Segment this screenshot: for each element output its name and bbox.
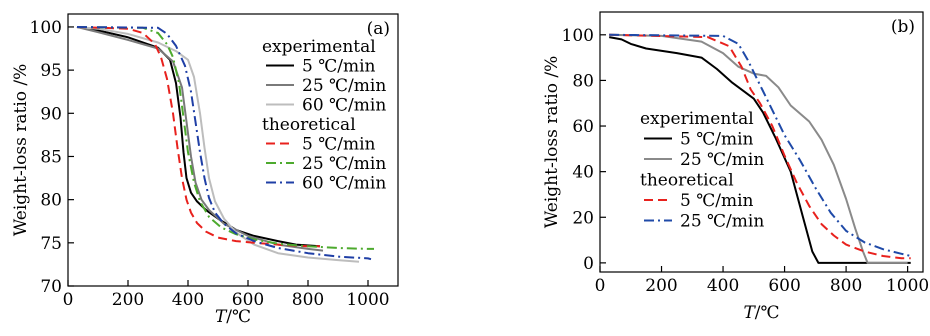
series-line-2 (609, 33, 911, 260)
panel-a: 0 200 400 600 800 1000 70 75 80 85 90 95 100 T/℃ Weigh… (11, 13, 399, 327)
y-tick-label: 100 (562, 26, 594, 46)
x-tick-label: 200 (112, 290, 144, 310)
y-axis-label: Weight-loss ratio /% (11, 64, 31, 237)
series-line-2 (76, 26, 360, 263)
y-tick-label: 90 (40, 104, 62, 124)
x-axis-label-unit: /℃ (226, 307, 251, 327)
legend-item-label: 5 ℃/min (302, 135, 376, 155)
x-tick-label: 0 (63, 290, 74, 310)
x-axis-label: T/℃ (743, 303, 779, 323)
x-tick-label: 400 (707, 276, 739, 296)
y-tick-label: 40 (572, 163, 594, 183)
legend-item-label: 25 ℃/min (302, 76, 386, 96)
y-tick-label: 80 (572, 71, 594, 91)
x-axis-label: T/℃ (215, 307, 251, 327)
y-tick-label: 100 (30, 18, 62, 38)
x-tick-label: 1000 (346, 290, 389, 310)
y-tick-label: 75 (40, 234, 62, 254)
plot-frame (599, 11, 924, 273)
y-tick-label: 95 (40, 61, 62, 81)
series-line-0 (76, 26, 321, 248)
legend-item-label: 5 ℃/min (302, 57, 376, 77)
series-line-1 (609, 33, 908, 264)
series-line-3 (76, 26, 320, 248)
legend-item-label: 5 ℃/min (680, 130, 754, 150)
series-line-3 (609, 33, 911, 257)
x-tick-label: 600 (768, 276, 800, 296)
x-tick-label: 200 (645, 276, 677, 296)
legend-group-title: theoretical (262, 115, 356, 135)
legend-item-label: 5 ℃/min (680, 191, 754, 211)
panel-b: 0 200 400 600 800 1000 0 20 40 60 80 100 T/℃ Weight-l… (542, 11, 929, 323)
y-tick-label: 0 (583, 254, 594, 274)
plot-frame (67, 13, 399, 287)
x-axis-label-symbol: T (215, 307, 228, 327)
y-tick-label: 20 (572, 208, 594, 228)
y-tick-label: 85 (40, 147, 62, 167)
series-line-1 (76, 26, 324, 252)
y-tick-label: 80 (40, 191, 62, 211)
series-group (609, 33, 911, 264)
legend-item-label: 60 ℃/min (302, 96, 386, 116)
x-tick-label: 800 (830, 276, 862, 296)
series-line-5 (76, 26, 372, 261)
panel-label: (a) (367, 19, 390, 39)
legend-item-label: 25 ℃/min (302, 154, 386, 174)
x-tick-label: 0 (595, 276, 606, 296)
series-line-4 (76, 26, 374, 250)
y-axis-label: Weight-loss ratio /% (542, 56, 562, 229)
x-axis-label-symbol: T (743, 303, 756, 323)
x-tick-label: 600 (232, 290, 264, 310)
series-group (76, 26, 374, 263)
y-tick-label: 70 (40, 277, 62, 297)
x-axis-label-unit: /℃ (755, 303, 780, 323)
legend-item-label: 60 ℃/min (302, 174, 386, 194)
x-tick-label: 800 (292, 290, 324, 310)
panel-label: (b) (891, 17, 915, 37)
legend-item-label: 25 ℃/min (680, 150, 764, 170)
series-line-0 (609, 36, 911, 264)
legend-group-title: theoretical (640, 171, 734, 191)
legend-group-title: experimental (640, 109, 754, 129)
legend-group-title: experimental (262, 37, 376, 57)
y-tick-label: 60 (572, 117, 594, 137)
x-tick-label: 400 (172, 290, 204, 310)
legend-item-label: 25 ℃/min (680, 212, 764, 232)
x-tick-label: 1000 (886, 276, 929, 296)
